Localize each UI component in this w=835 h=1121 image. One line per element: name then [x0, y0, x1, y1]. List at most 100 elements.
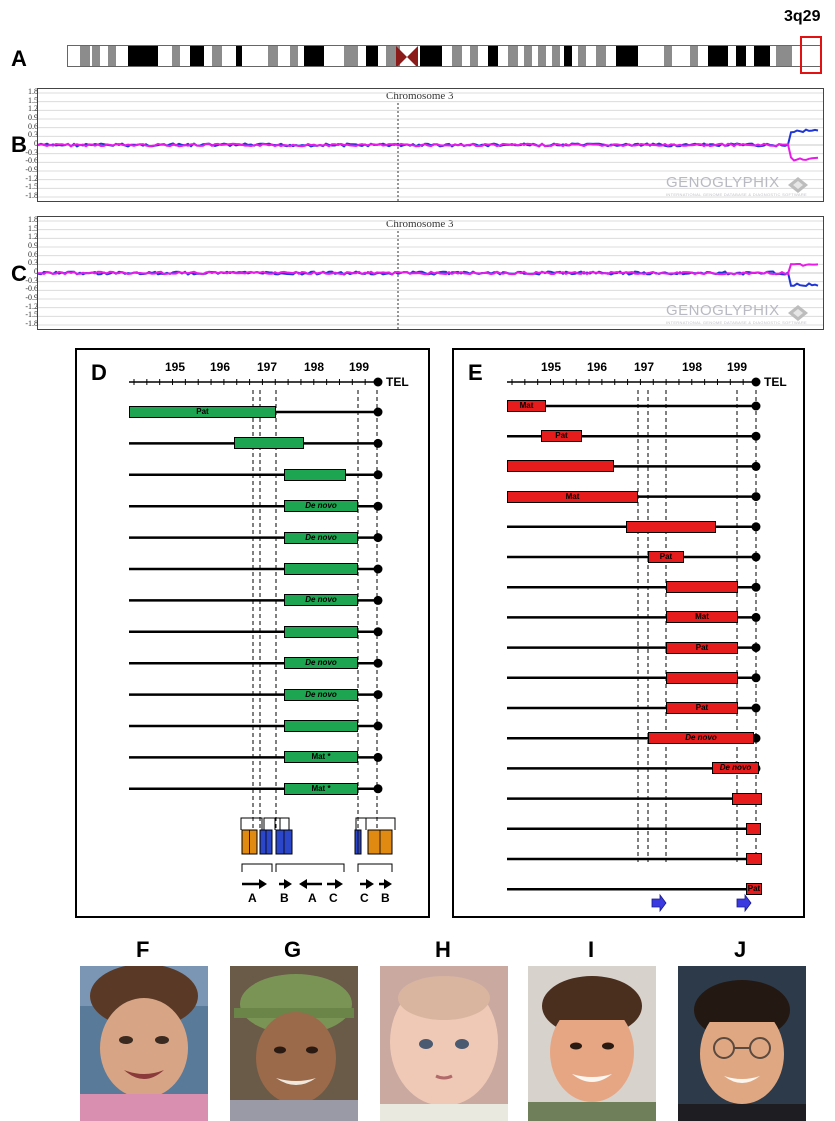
tel-label: TEL: [764, 375, 787, 389]
y-tick-label: 0: [34, 139, 38, 148]
panel-label-a: A: [11, 46, 27, 71]
panel-label-i: I: [588, 937, 595, 962]
patient-photo-h: [380, 966, 508, 1121]
axis-tick-label: 195: [165, 360, 186, 374]
brand-subtitle: INTERNATIONAL GENOME DATABASE & DIAGNOST…: [666, 320, 808, 325]
panel-label-d: D: [91, 360, 107, 385]
y-tick-label: -0.3: [25, 275, 38, 285]
patient-photo-j: [678, 966, 806, 1121]
cnv-plot-b: Chromosome 3 GENOGLYPHIX INTERNATIONAL G…: [37, 88, 824, 202]
cnv-bar: [746, 853, 762, 865]
y-tick-label: -1.5: [25, 310, 38, 320]
cnv-bar: De novo: [284, 594, 358, 607]
cnv-bar: Pat: [746, 883, 762, 896]
cnv-bar: [234, 437, 304, 450]
panel-d: D 195 196 197 198 199 TEL Pat De novo De novo De …: [75, 348, 430, 918]
y-tick-label: -1.5: [25, 182, 38, 192]
cnv-bar: Pat: [666, 702, 738, 714]
axis-tick-label: 199: [727, 360, 748, 374]
y-tick-label: 0.3: [28, 130, 38, 140]
y-tick-label: 0.9: [28, 241, 38, 250]
cnv-bar: Pat: [129, 406, 276, 418]
segment-label: C: [329, 891, 338, 905]
cnv-plot-c: Chromosome 3 GENOGLYPHIX INTERNATIONAL G…: [37, 216, 824, 330]
centromere: [396, 46, 418, 66]
cnv-bar: Pat: [666, 641, 738, 654]
axis-tick-label: 195: [541, 360, 562, 374]
cnv-bar: De novo: [284, 500, 358, 513]
segment-label: A: [308, 891, 317, 905]
cnv-bar: [732, 792, 762, 805]
axis-tick-label: 196: [210, 360, 231, 374]
chromosome-ideogram: [67, 45, 822, 67]
segment-label: B: [280, 891, 289, 905]
y-tick-label: -0.6: [25, 284, 38, 294]
y-tick-label: -0.9: [25, 293, 38, 302]
cnv-bar: Mat: [666, 611, 738, 624]
y-tick-label: -1.2: [25, 301, 38, 311]
y-tick-label: 1.5: [28, 95, 38, 105]
y-tick-label: -1.8: [25, 319, 38, 328]
panel-label-e: E: [468, 360, 483, 385]
highlight-label: 3q29: [784, 8, 821, 25]
y-tick-label: 0.6: [28, 249, 38, 259]
cnv-bar: Mat: [507, 400, 546, 412]
cnv-bar: [666, 671, 738, 684]
cnv-bar: De novo: [648, 732, 754, 745]
y-tick-label: 0.6: [28, 121, 38, 131]
cnv-bar: De novo: [712, 762, 759, 775]
axis-tick-label: 196: [587, 360, 608, 374]
cnv-bar: Mat *: [284, 751, 358, 764]
segment-label: A: [248, 891, 257, 905]
y-axis-ticks-c: 1.8 1.5 1.2 0.9 0.6 0.3 0 -0.3 -0.6 -0.9 -1.2 -1.5-…: [12, 215, 38, 328]
y-tick-label: 1.2: [28, 104, 38, 114]
y-tick-label: -0.3: [25, 147, 38, 157]
y-tick-label: 0.3: [28, 258, 38, 268]
axis-tick-label: 199: [349, 360, 370, 374]
cnv-bar: [284, 468, 346, 481]
y-tick-label: 1.8: [28, 87, 38, 96]
y-tick-label: 0: [34, 267, 38, 276]
tel-label: TEL: [386, 375, 409, 389]
axis-tick-label: 198: [304, 360, 325, 374]
cnv-bar: [284, 563, 358, 575]
y-tick-label: -0.9: [25, 165, 38, 174]
panel-label-g: G: [284, 937, 302, 962]
y-tick-label: 1.5: [28, 223, 38, 233]
axis-tick-label: 197: [257, 360, 278, 374]
brand-subtitle: INTERNATIONAL GENOME DATABASE & DIAGNOST…: [666, 192, 808, 197]
cnv-bar: Mat: [507, 490, 638, 503]
cnv-bar: Pat: [541, 430, 582, 443]
segment-label: C: [360, 891, 369, 905]
cnv-bar: Pat: [648, 551, 684, 563]
cnv-bar: De novo: [284, 531, 358, 544]
brand-watermark: GENOGLYPHIX: [666, 302, 780, 319]
y-tick-label: 1.8: [28, 215, 38, 224]
panel-e: E 195 196 197 198 199 TEL Mat Pat Mat Pat Mat Pat Pa…: [452, 348, 805, 918]
y-tick-label: -1.2: [25, 173, 38, 183]
axis-tick-label: 197: [634, 360, 655, 374]
cnv-bar: [507, 460, 614, 473]
patient-photo-g: [230, 966, 358, 1121]
panel-label-j: J: [734, 937, 747, 962]
axis-tick-label: 198: [682, 360, 703, 374]
cnv-bar: [284, 720, 358, 732]
panel-label-h: H: [435, 937, 451, 962]
region-highlight-box: [800, 36, 822, 74]
patient-photo-i: [528, 966, 656, 1121]
brand-watermark: GENOGLYPHIX: [666, 174, 780, 191]
panel-label-b: B: [11, 132, 27, 157]
cnv-bar: De novo: [284, 688, 358, 701]
panel-label-c: C: [11, 261, 27, 286]
y-tick-label: -1.8: [25, 191, 38, 200]
cnv-bar: [666, 581, 738, 594]
panel-label-f: F: [136, 937, 150, 962]
y-tick-label: 1.2: [28, 232, 38, 242]
y-tick-label: 0.9: [28, 113, 38, 122]
patient-photo-f: [80, 966, 208, 1121]
y-axis-ticks-b: 1.8 1.5 1.2 0.9 0.6 0.3 0 -0.3 -0.6 -0.9 -1.2 -1.5-…: [12, 87, 38, 200]
cnv-bar: [746, 822, 761, 835]
segment-label: B: [381, 891, 390, 905]
cnv-bar: Mat *: [284, 782, 358, 795]
cnv-bar: De novo: [284, 657, 358, 670]
